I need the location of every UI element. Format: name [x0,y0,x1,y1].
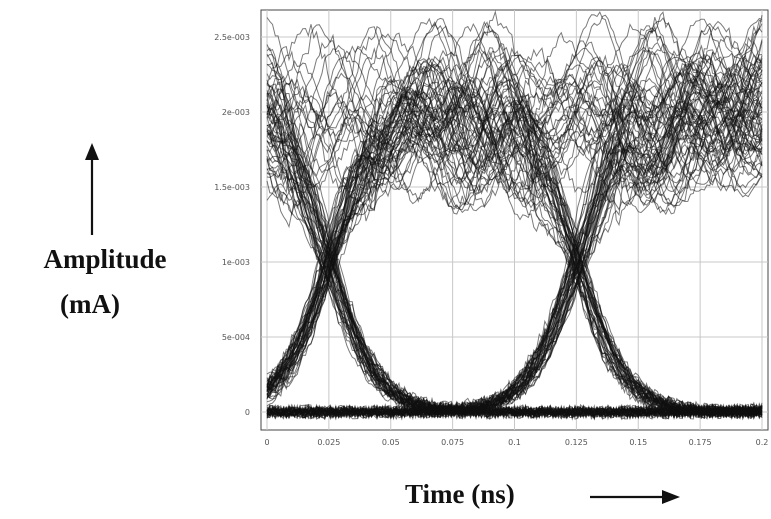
eye-trace [266,44,763,155]
eye-trace [266,76,763,417]
eye-trace [266,88,763,390]
eye-trace [266,53,763,418]
eye-traces [266,10,763,421]
y-axis-label: Amplitude [43,244,166,274]
x-tick-label: 0.175 [689,438,712,447]
eye-trace [266,405,763,419]
x-tick-label: 0.025 [317,438,340,447]
x-tick-label: 0.125 [565,438,588,447]
y-axis-unit-label: (mA) [60,289,120,319]
eye-trace [266,79,763,419]
eye-trace [266,59,763,416]
eye-trace [266,102,763,390]
x-axis-arrow [590,490,680,504]
x-tick-label: 0.15 [629,438,647,447]
y-tick-label: 5e-004 [222,333,250,342]
x-tick-label: 0.05 [382,438,400,447]
x-tick-label: 0.1 [508,438,521,447]
y-tick-label: 0 [245,408,250,417]
y-axis-arrow [85,143,99,235]
eye-trace [266,42,763,158]
x-tick-label: 0.075 [441,438,464,447]
x-tick-label: 0.2 [756,438,769,447]
tick-labels: 0 5e-004 1e-003 1.5e-003 2e-003 2.5e-003 0 0.02… [214,33,768,447]
eye-trace [266,406,763,417]
y-tick-label: 2e-003 [222,108,250,117]
eye-trace [266,25,763,416]
eye-trace [266,85,763,386]
eye-trace [266,87,763,415]
y-tick-label: 2.5e-003 [214,33,250,42]
x-tick-label: 0 [264,438,269,447]
y-tick-label: 1.5e-003 [214,183,250,192]
eye-trace [266,11,763,391]
eye-trace [266,61,763,177]
eye-trace [266,100,763,389]
x-axis-label: Time (ns) [405,479,515,509]
eye-trace [266,58,763,418]
y-tick-label: 1e-003 [222,258,250,267]
eye-trace [266,21,763,375]
eye-trace [266,94,763,203]
eye-trace [266,75,763,194]
